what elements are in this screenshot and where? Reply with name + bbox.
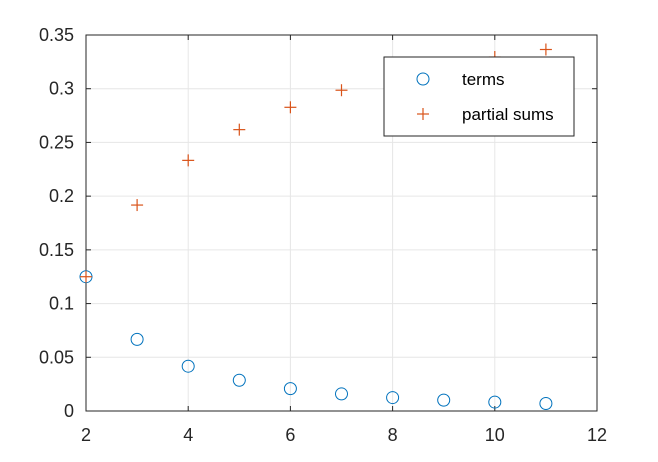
legend-label: partial sums <box>462 105 554 124</box>
x-tick-label: 8 <box>388 425 398 445</box>
y-tick-label: 0.35 <box>39 25 74 45</box>
terms-point <box>335 387 348 401</box>
terms-point <box>437 393 451 407</box>
y-tick-label: 0.1 <box>49 294 74 314</box>
partial-sums-point <box>539 43 552 56</box>
x-tick-label: 2 <box>81 425 91 445</box>
terms-point <box>232 373 246 387</box>
y-tick-label: 0.2 <box>49 186 74 206</box>
series-terms <box>79 270 553 410</box>
y-tick-label: 0.15 <box>39 240 74 260</box>
terms-point <box>181 359 195 373</box>
x-tick-label: 4 <box>183 425 193 445</box>
legend-box <box>383 56 575 137</box>
terms-point <box>283 382 297 396</box>
legend-marker-terms <box>416 72 430 86</box>
partial-sums-point <box>131 199 144 212</box>
terms-point <box>386 391 400 405</box>
x-tick-label: 6 <box>285 425 295 445</box>
plot-frame <box>85 34 598 412</box>
legend-marker-partial-sums <box>417 108 429 120</box>
axis-ticks <box>85 34 598 412</box>
partial-sums-point <box>182 154 195 167</box>
y-tick-label: 0.3 <box>49 79 74 99</box>
y-tick-label: 0.05 <box>39 347 74 367</box>
partial-sums-point <box>284 101 297 114</box>
terms-point <box>130 332 144 346</box>
terms-point <box>488 395 502 409</box>
legend: terms partial sums <box>383 56 575 137</box>
terms-point <box>539 396 553 410</box>
x-tick-label: 12 <box>587 425 607 445</box>
tick-labels: 2 4 6 8 10 12 0 0.05 0.1 0.15 0.2 0.25 0.3 0.35 <box>39 25 607 445</box>
legend-items: terms partial sums <box>416 70 554 124</box>
partial-sums-point <box>80 270 92 283</box>
legend-label: terms <box>462 70 505 89</box>
y-tick-label: 0.25 <box>39 132 74 152</box>
partial-sums-point <box>233 123 246 136</box>
x-tick-label: 10 <box>485 425 505 445</box>
partial-sums-point <box>335 84 348 97</box>
y-tick-label: 0 <box>64 401 74 421</box>
